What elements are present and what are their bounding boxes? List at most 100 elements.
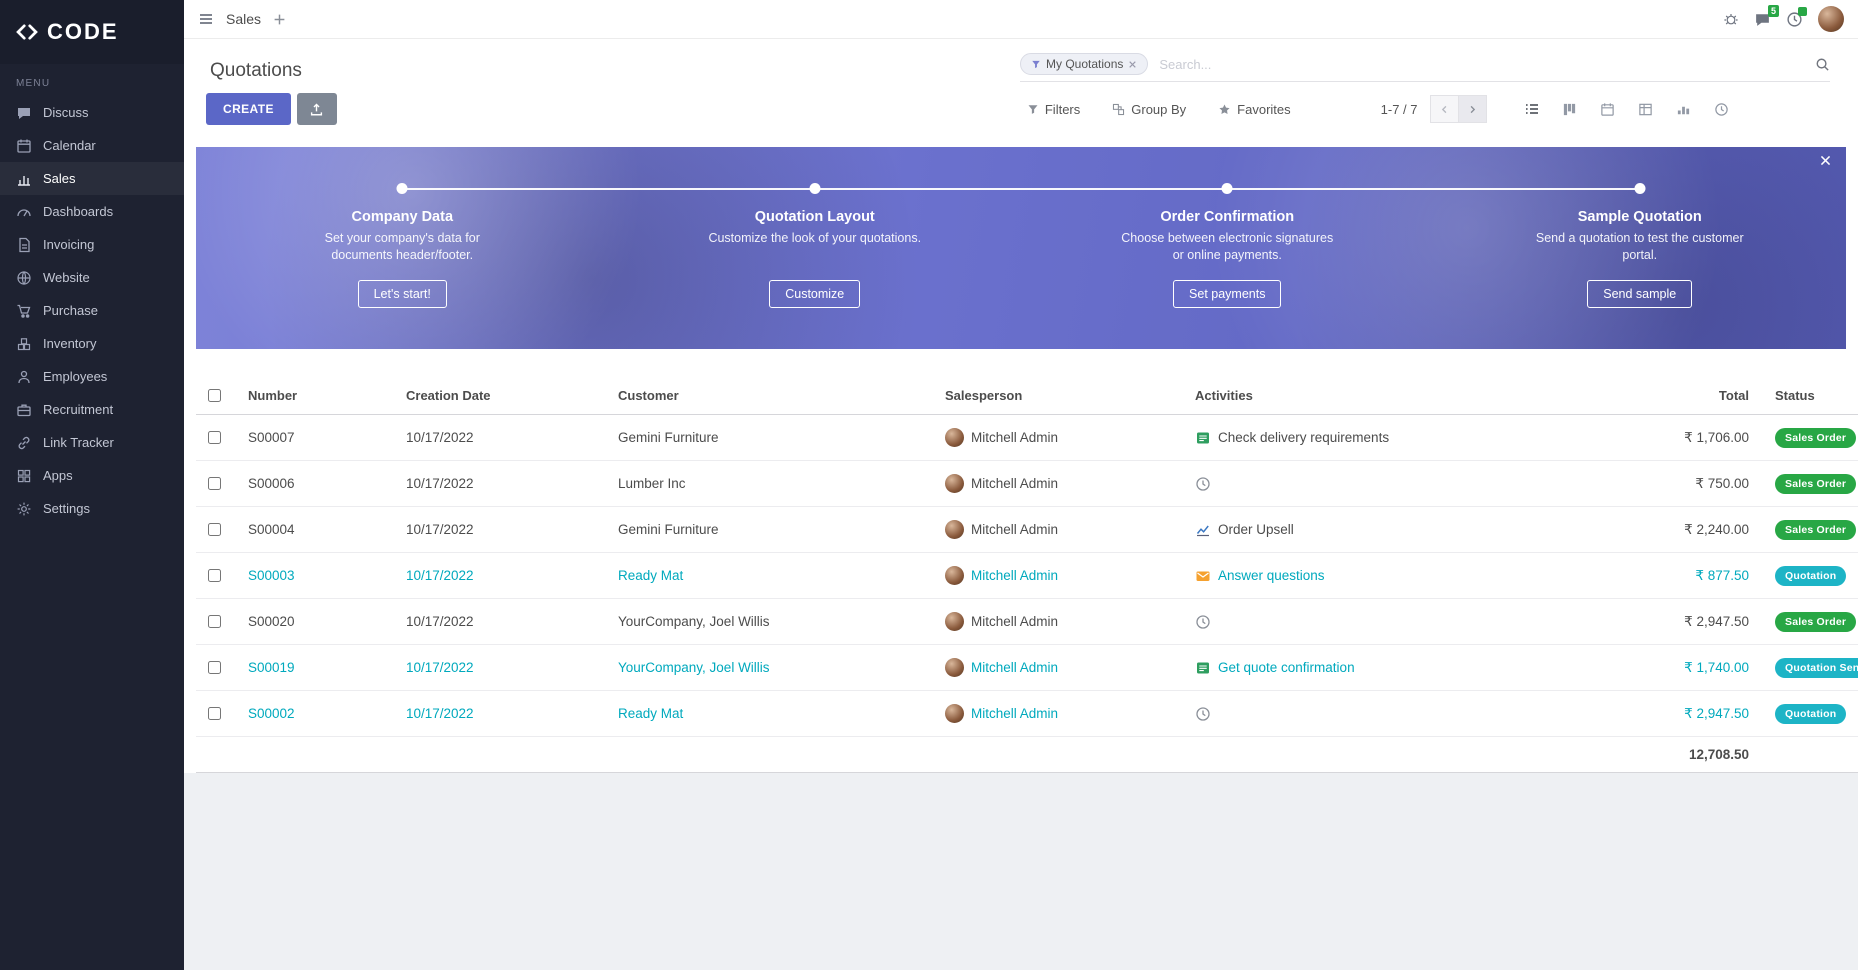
- search-input[interactable]: [1157, 55, 1806, 73]
- step-dot: [396, 183, 408, 194]
- hamburger-menu-icon[interactable]: [198, 11, 214, 27]
- sidebar-item-recruitment[interactable]: Recruitment: [0, 393, 184, 426]
- column-header-activities[interactable]: Activities: [1195, 388, 1253, 403]
- set-payments-button[interactable]: Set payments: [1173, 280, 1282, 308]
- kanban-view-button[interactable]: [1551, 95, 1589, 124]
- step-description: Set your company's data for documents he…: [324, 231, 480, 262]
- checklist-icon: [1197, 432, 1209, 443]
- activities-icon[interactable]: [1786, 6, 1807, 28]
- website-icon: [17, 270, 31, 285]
- sidebar-item-employees[interactable]: Employees: [0, 360, 184, 393]
- kanban-view-icon: [1563, 103, 1576, 115]
- calendar-view-button[interactable]: [1589, 95, 1627, 124]
- table-row[interactable]: S00007 10/17/2022 Gemini Furniture Mitch…: [196, 415, 1858, 461]
- column-header-salesperson[interactable]: Salesperson: [945, 388, 1023, 403]
- sidebar-item-settings[interactable]: Settings: [0, 492, 184, 525]
- column-header-number[interactable]: Number: [248, 388, 298, 403]
- status-badge: Sales Order: [1775, 427, 1857, 448]
- activity-view-button[interactable]: [1703, 95, 1741, 124]
- salesperson-avatar: [945, 474, 964, 493]
- sidebar-item-sales[interactable]: Sales: [0, 162, 184, 195]
- sidebar-item-purchase[interactable]: Purchase: [0, 294, 184, 327]
- calendar-view-icon: [1601, 102, 1614, 116]
- search-icon[interactable]: [1815, 57, 1830, 72]
- row-number: S00019: [248, 660, 295, 675]
- facet-close-icon[interactable]: [1128, 60, 1137, 69]
- sidebar-item-invoicing[interactable]: Invoicing: [0, 228, 184, 261]
- pivot-view-icon: [1639, 103, 1652, 115]
- sidebar-item-link-tracker[interactable]: Link Tracker: [0, 426, 184, 459]
- row-checkbox[interactable]: [208, 431, 221, 444]
- row-creation-date: 10/17/2022: [406, 568, 474, 583]
- group-by-label: Group By: [1131, 101, 1187, 117]
- row-salesperson: Mitchell Admin: [971, 476, 1059, 491]
- row-checkbox[interactable]: [208, 615, 221, 628]
- column-header-status[interactable]: Status: [1775, 388, 1815, 403]
- table-row[interactable]: S00019 10/17/2022 YourCompany, Joel Will…: [196, 645, 1858, 691]
- table-footer-total: 12,708.50: [1688, 747, 1749, 762]
- column-header-creation-date[interactable]: Creation Date: [406, 388, 491, 403]
- search-options: Filters Group By Favorites: [1027, 102, 1291, 117]
- sidebar-item-label: Dashboards: [43, 204, 114, 219]
- row-checkbox[interactable]: [208, 569, 221, 582]
- sidebar-item-apps[interactable]: Apps: [0, 459, 184, 492]
- status-badge: Quotation: [1775, 565, 1847, 586]
- previous-page-button[interactable]: [1429, 95, 1459, 123]
- salesperson-avatar: [945, 428, 964, 447]
- filters-menu[interactable]: Filters: [1027, 102, 1080, 117]
- app-logo[interactable]: CODE: [0, 0, 184, 64]
- table-row[interactable]: S00002 10/17/2022 Ready Mat Mitchell Adm…: [196, 691, 1858, 737]
- column-header-total[interactable]: Total: [1718, 388, 1749, 403]
- list-view-button[interactable]: [1513, 95, 1551, 124]
- search-facet-my-quotations[interactable]: My Quotations: [1020, 53, 1149, 75]
- step-dot: [1634, 183, 1646, 194]
- topbar-app-name[interactable]: Sales: [226, 11, 262, 27]
- row-salesperson: Mitchell Admin: [971, 568, 1059, 583]
- plus-icon[interactable]: [273, 13, 286, 26]
- row-checkbox[interactable]: [208, 661, 221, 674]
- table-row[interactable]: S00020 10/17/2022 YourCompany, Joel Will…: [196, 599, 1858, 645]
- graph-view-button[interactable]: [1665, 95, 1703, 124]
- sidebar-item-calendar[interactable]: Calendar: [0, 129, 184, 162]
- salesperson-avatar: [945, 612, 964, 631]
- sidebar-item-website[interactable]: Website: [0, 261, 184, 294]
- user-avatar[interactable]: [1818, 6, 1844, 32]
- salesperson-avatar: [945, 704, 964, 723]
- row-checkbox[interactable]: [208, 477, 221, 490]
- banner-close-icon[interactable]: [1819, 154, 1832, 167]
- next-page-button[interactable]: [1457, 95, 1487, 123]
- group-by-menu[interactable]: Group By: [1112, 102, 1186, 117]
- apps-icon: [17, 469, 31, 482]
- column-header-customer[interactable]: Customer: [618, 388, 679, 403]
- create-button[interactable]: CREATE: [206, 93, 291, 125]
- debug-icon[interactable]: [1723, 11, 1739, 27]
- export-button[interactable]: [296, 93, 337, 125]
- table-row[interactable]: S00003 10/17/2022 Ready Mat Mitchell Adm…: [196, 553, 1858, 599]
- messages-icon[interactable]: 5: [1754, 4, 1779, 28]
- sidebar-item-label: Website: [43, 270, 90, 285]
- favorites-menu[interactable]: Favorites: [1218, 102, 1291, 117]
- filters-label: Filters: [1044, 101, 1081, 117]
- row-number: S00002: [248, 706, 295, 721]
- send-sample-button[interactable]: Send sample: [1587, 280, 1693, 308]
- row-number: S00004: [248, 522, 295, 537]
- sidebar-item-inventory[interactable]: Inventory: [0, 327, 184, 360]
- pivot-view-button[interactable]: [1627, 95, 1665, 124]
- calendar-icon: [17, 139, 31, 153]
- table-row[interactable]: S00006 10/17/2022 Lumber Inc Mitchell Ad…: [196, 461, 1858, 507]
- row-salesperson: Mitchell Admin: [971, 614, 1059, 629]
- row-activity: Check delivery requirements: [1218, 430, 1390, 445]
- select-all-checkbox[interactable]: [208, 389, 221, 402]
- customize-button[interactable]: Customize: [769, 280, 861, 308]
- table-row[interactable]: S00004 10/17/2022 Gemini Furniture Mitch…: [196, 507, 1858, 553]
- envelope-icon: [1196, 571, 1210, 581]
- lets-start-button[interactable]: Let's start!: [357, 280, 447, 308]
- step-dot: [1221, 183, 1233, 194]
- row-checkbox[interactable]: [208, 707, 221, 720]
- sidebar-item-discuss[interactable]: Discuss: [0, 96, 184, 129]
- sidebar-item-dashboards[interactable]: Dashboards: [0, 195, 184, 228]
- row-checkbox[interactable]: [208, 523, 221, 536]
- discuss-icon: [18, 107, 30, 119]
- search-bar[interactable]: My Quotations: [1020, 53, 1830, 82]
- view-switcher: [1513, 95, 1741, 124]
